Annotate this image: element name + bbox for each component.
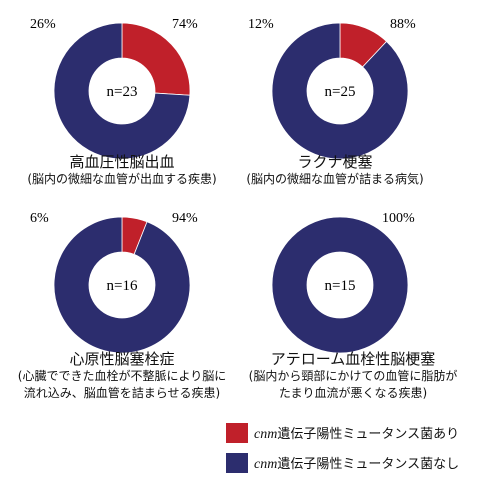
sample-size-label: n=25 xyxy=(325,84,356,100)
chart-title-3: 心原性脳塞栓症 xyxy=(69,350,175,368)
legend-swatch-without-mutation xyxy=(226,453,248,473)
legend-item-with-mutation: cnm遺伝子陽性ミュータンス菌あり xyxy=(226,422,496,444)
sample-size-label: n=23 xyxy=(107,84,138,100)
slice-percent-label-with-mutation: 12% xyxy=(248,17,274,32)
legend-label-with-mutation: cnm遺伝子陽性ミュータンス菌あり xyxy=(254,423,459,443)
slice-percent-label-without-mutation: 100% xyxy=(382,211,415,226)
chart-subtitle-3: (心臓でできた血栓が不整脈により脳に 流れ込み、脳血管を詰まらせる疾患) xyxy=(17,369,227,400)
chart-subtitle-4: (脳内から頸部にかけての血管に脂肪が たまり血流が悪くなる疾患) xyxy=(248,369,458,400)
slice-percent-label-with-mutation: 26% xyxy=(30,17,56,32)
legend-item-without-mutation: cnm遺伝子陽性ミュータンス菌なし xyxy=(226,452,496,474)
chart-title-2: ラクナ梗塞 xyxy=(297,153,373,171)
legend-gene-name: cnm xyxy=(254,457,278,472)
donut-slice-without-mutation xyxy=(271,22,409,160)
legend-text: 遺伝子陽性ミュータンス菌なし xyxy=(277,457,460,472)
donut-chart-2: 12% 88% n=25 xyxy=(248,17,416,160)
slice-percent-label-without-mutation: 88% xyxy=(390,17,416,32)
chart-subtitle-1: (脳内の微細な血管が出血する疾患) xyxy=(27,172,217,186)
donut-slice-without-mutation xyxy=(53,216,191,354)
slice-percent-label-without-mutation: 94% xyxy=(172,211,198,226)
legend-swatch-with-mutation xyxy=(226,423,248,443)
chart-caption-3: 心原性脳塞栓症 (心臓でできた血栓が不整脈により脳に 流れ込み、脳血管を詰まらせ… xyxy=(7,351,237,402)
sample-size-label: n=15 xyxy=(325,278,356,294)
chart-caption-4: アテローム血栓性脳梗塞 (脳内から頸部にかけての血管に脂肪が たまり血流が悪くな… xyxy=(238,351,468,402)
slice-percent-label-with-mutation: 6% xyxy=(30,211,49,226)
chart-title-1: 高血圧性脳出血 xyxy=(69,153,175,171)
chart-caption-2: ラクナ梗塞 (脳内の微細な血管が詰まる病気) xyxy=(220,154,450,188)
legend-label-without-mutation: cnm遺伝子陽性ミュータンス菌なし xyxy=(254,453,459,473)
chart-title-4: アテローム血栓性脳梗塞 xyxy=(270,350,436,368)
donut-slice-without-mutation xyxy=(271,216,409,354)
legend-gene-name: cnm xyxy=(254,427,278,442)
sample-size-label: n=16 xyxy=(107,278,138,294)
donut-chart-1: 26% 74% n=23 xyxy=(30,17,198,160)
chart-caption-1: 高血圧性脳出血 (脳内の微細な血管が出血する疾患) xyxy=(7,154,237,188)
slice-percent-label-without-mutation: 74% xyxy=(172,17,198,32)
donut-slice-with-mutation xyxy=(121,22,191,96)
chart-subtitle-2: (脳内の微細な血管が詰まる病気) xyxy=(246,172,424,186)
legend-text: 遺伝子陽性ミュータンス菌あり xyxy=(277,427,460,442)
donut-chart-3: 6% 94% n=16 xyxy=(30,211,198,354)
donut-slice-without-mutation xyxy=(53,22,191,160)
donut-chart-4: 100% n=15 xyxy=(271,211,415,354)
